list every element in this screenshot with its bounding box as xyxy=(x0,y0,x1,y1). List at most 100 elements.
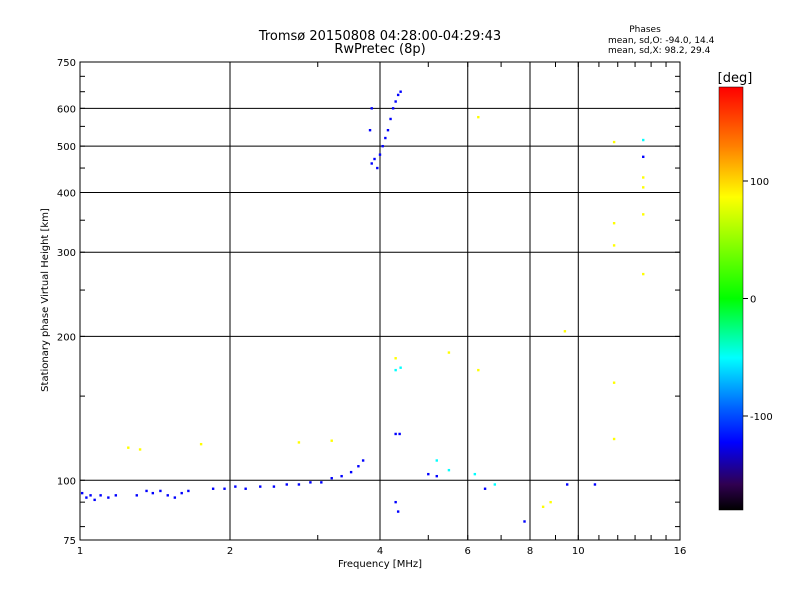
y-tick-label: 300 xyxy=(57,248,76,259)
data-point xyxy=(593,483,597,486)
data-point xyxy=(99,494,102,497)
data-points xyxy=(80,90,645,523)
x-tick-label: 4 xyxy=(377,546,383,557)
data-point xyxy=(376,166,379,170)
data-point xyxy=(199,442,203,446)
colorbar-ticks: 100 0 -100 xyxy=(743,177,773,423)
x-tick-label: 1 xyxy=(77,546,83,557)
data-point xyxy=(151,491,155,495)
data-point xyxy=(381,144,384,148)
legend-line-x: mean, sd,X: 98.2, 29.4 xyxy=(608,46,711,56)
data-point xyxy=(391,107,395,110)
data-point xyxy=(565,483,569,486)
data-point xyxy=(368,128,372,132)
data-point xyxy=(320,481,323,484)
data-point xyxy=(378,153,382,156)
data-point xyxy=(244,487,247,490)
y-tick-label: 500 xyxy=(57,142,76,153)
data-point xyxy=(477,115,480,119)
data-point xyxy=(435,474,438,478)
data-point xyxy=(330,477,333,480)
y-axis-ticks: 75 100 200 300 400 500 600 750 xyxy=(57,58,680,547)
data-point xyxy=(89,494,92,497)
y-tick-label: 100 xyxy=(57,476,76,487)
legend-line-o: mean, sd,O: -94.0, 14.4 xyxy=(608,36,715,46)
data-point xyxy=(259,485,262,488)
x-tick-label: 6 xyxy=(465,546,471,557)
data-point xyxy=(223,487,226,490)
data-point xyxy=(166,494,169,497)
data-point xyxy=(234,485,237,488)
y-axis-label: Stationary phase Virtual Height [km] xyxy=(40,208,51,392)
data-point xyxy=(642,186,645,189)
data-point xyxy=(386,128,390,132)
colorbar-tick-label: -100 xyxy=(750,412,773,423)
y-tick-label: 200 xyxy=(57,332,76,343)
data-point xyxy=(361,459,365,462)
data-point xyxy=(370,162,373,165)
data-point xyxy=(145,489,148,493)
data-point xyxy=(384,136,387,140)
data-point xyxy=(373,157,376,161)
x-tick-label: 2 xyxy=(227,546,233,557)
colorbar-tick-label: 0 xyxy=(750,295,756,306)
data-point xyxy=(447,351,451,354)
colorbar-label: [deg] xyxy=(718,71,753,86)
data-point xyxy=(549,500,552,504)
data-point xyxy=(394,500,397,504)
y-tick-label: 400 xyxy=(57,188,76,199)
x-tick-label: 10 xyxy=(572,546,585,557)
colorbar xyxy=(718,86,744,511)
data-point xyxy=(642,213,645,216)
x-tick-label: 8 xyxy=(527,546,533,557)
data-point xyxy=(107,496,110,499)
data-point xyxy=(211,487,215,490)
data-point xyxy=(473,472,477,476)
data-point xyxy=(187,489,190,493)
data-point xyxy=(399,90,402,93)
data-point xyxy=(138,448,142,451)
data-point xyxy=(493,483,497,486)
data-point xyxy=(483,487,487,490)
data-point xyxy=(642,176,645,179)
data-point xyxy=(612,244,616,247)
data-point xyxy=(297,441,301,444)
data-point xyxy=(297,483,301,486)
data-point xyxy=(330,439,333,442)
legend-title: Phases xyxy=(629,25,661,35)
data-point xyxy=(541,505,545,509)
data-point xyxy=(135,494,138,497)
data-point xyxy=(642,155,645,159)
data-point xyxy=(389,117,392,121)
data-point xyxy=(399,366,402,369)
data-point xyxy=(642,138,645,142)
chart-title: Tromsø 20150808 04:28:00-04:29:43 xyxy=(258,29,501,44)
data-point xyxy=(612,437,616,441)
data-point xyxy=(349,470,353,474)
data-point xyxy=(394,100,397,103)
data-point xyxy=(127,446,130,449)
data-point xyxy=(523,520,526,523)
data-point xyxy=(612,222,616,225)
data-point xyxy=(93,498,96,502)
x-tick-label: 16 xyxy=(674,546,687,557)
data-point xyxy=(173,496,177,499)
data-point xyxy=(180,491,183,495)
data-point xyxy=(642,272,645,276)
colorbar-tick-label: 100 xyxy=(750,177,769,188)
data-point xyxy=(427,472,430,476)
data-point xyxy=(612,140,616,144)
x-axis-label: Frequency [MHz] xyxy=(338,559,422,570)
data-point xyxy=(435,459,438,462)
data-point xyxy=(394,368,397,372)
grid-lines xyxy=(80,62,680,540)
data-point xyxy=(477,368,480,372)
data-point xyxy=(85,496,88,499)
data-point xyxy=(340,474,343,478)
data-point xyxy=(309,481,312,484)
data-point xyxy=(396,510,400,513)
y-tick-label: 750 xyxy=(57,58,76,69)
data-point xyxy=(612,381,616,384)
data-point xyxy=(563,330,567,333)
